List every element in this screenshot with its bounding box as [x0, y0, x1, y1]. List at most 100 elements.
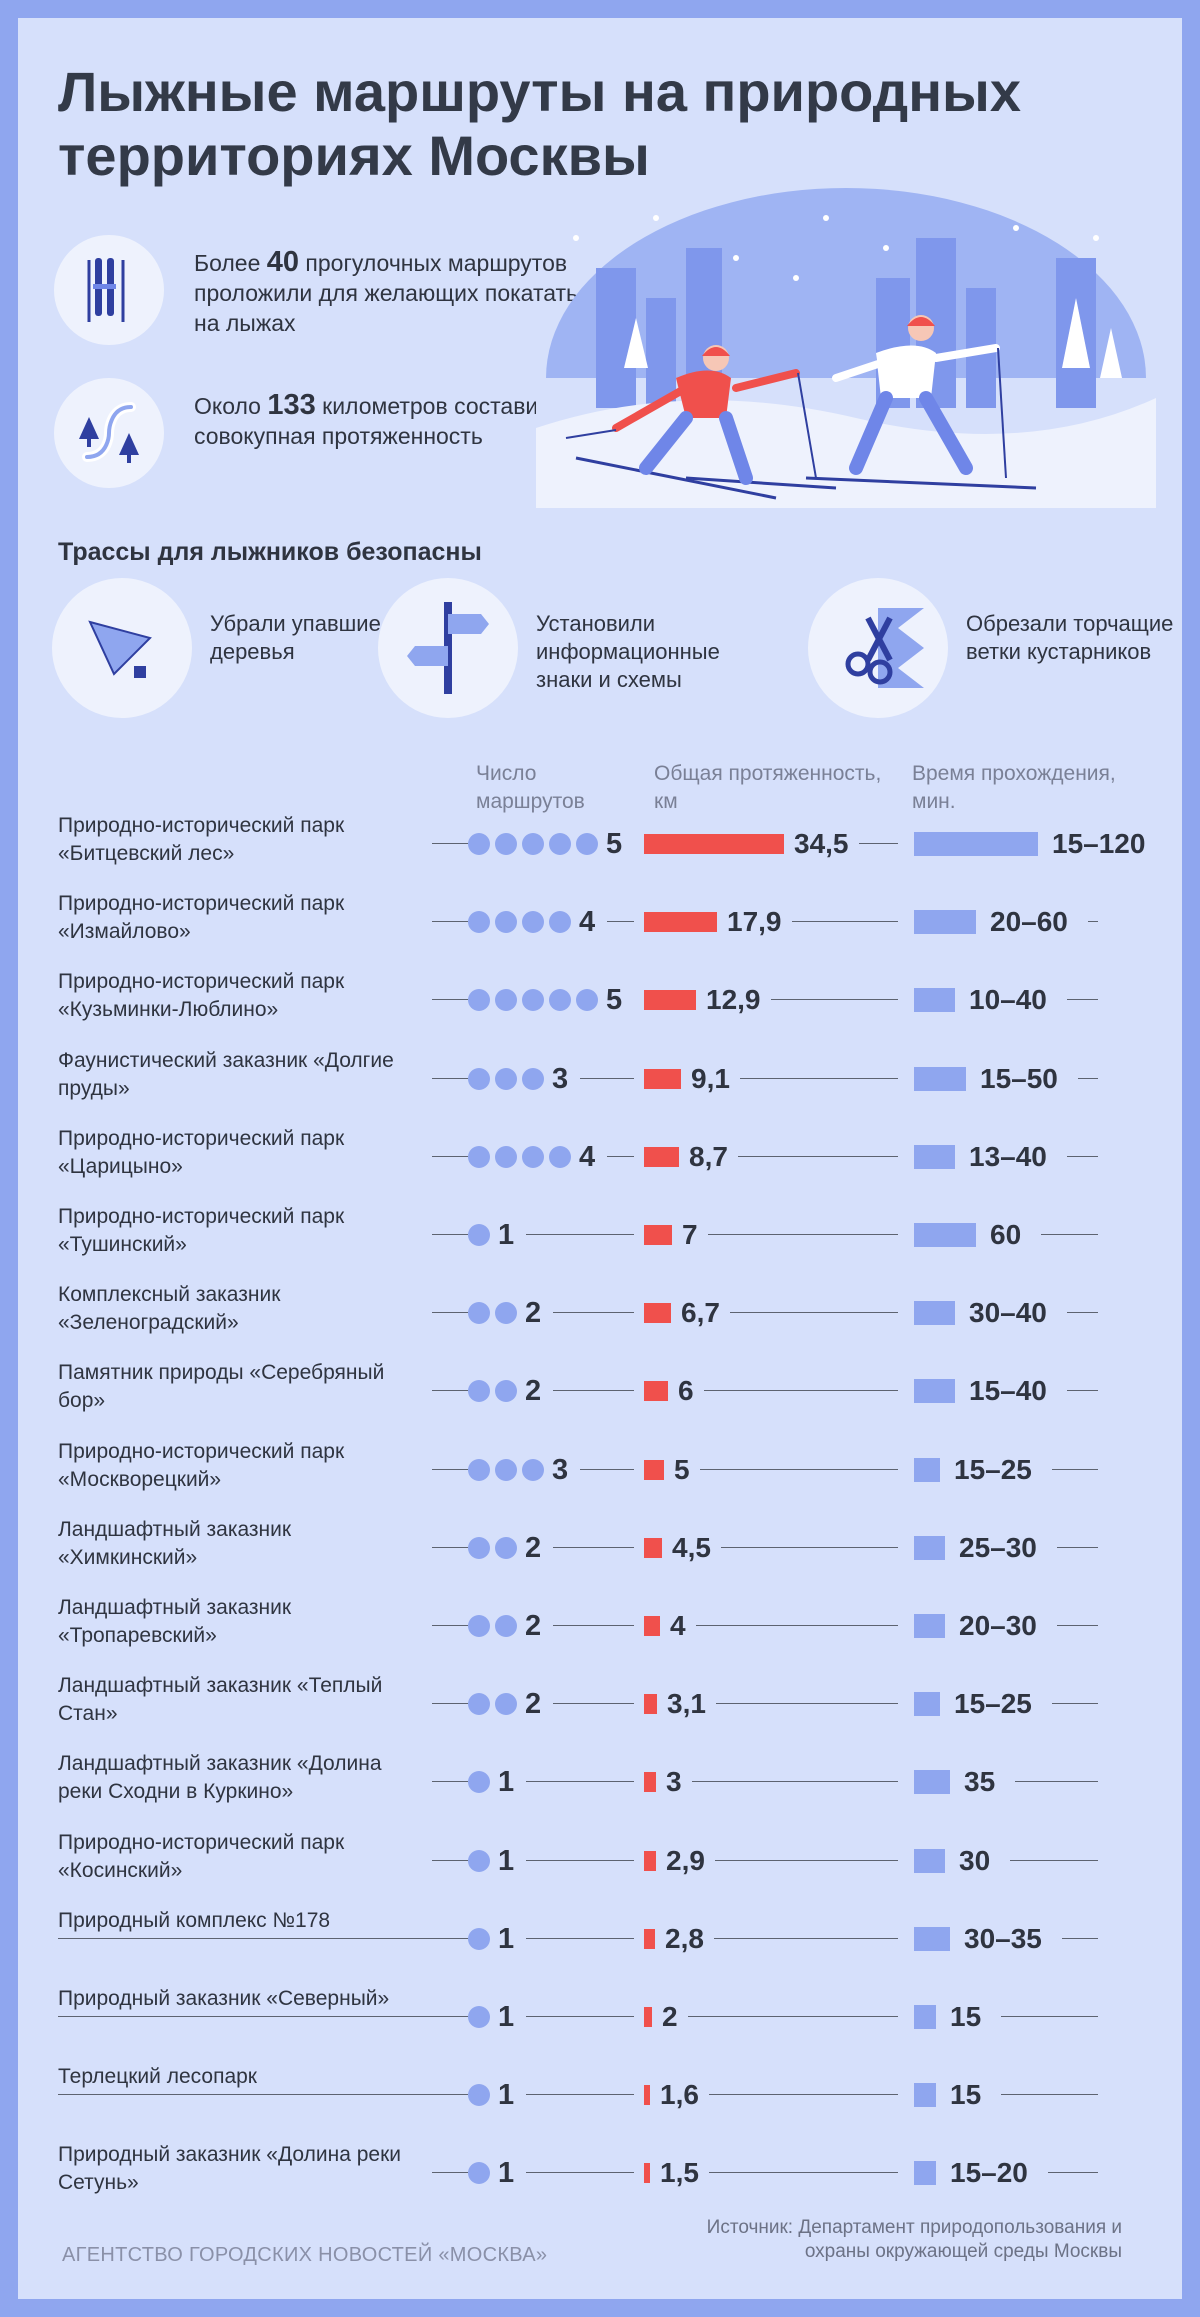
safety-text-signs: Установили информационные знаки и схемы: [536, 611, 720, 692]
route-dot: [468, 1067, 490, 1090]
route-dot: [549, 989, 571, 1012]
time-bar: [914, 1301, 955, 1326]
route-count-value: 3: [552, 1453, 569, 1486]
route-count-value: 1: [498, 1922, 515, 1955]
row-leader-line: [58, 1546, 1098, 1548]
route-count-value: 5: [606, 984, 623, 1017]
time-bar: [914, 1926, 950, 1951]
row-leader-line: [58, 1234, 1098, 1235]
time-bar: [914, 1223, 976, 1247]
row-name: Памятник природы «Серебряный бор»: [58, 1359, 432, 1416]
length-cell: 4: [634, 1612, 696, 1640]
time-cell: 15: [898, 2001, 1002, 2032]
route-dot: [522, 911, 544, 934]
time-cell: 25–30: [898, 1531, 1057, 1563]
route-dot: [468, 1302, 490, 1325]
time-cell: 60: [898, 1221, 1042, 1249]
row-name: Природно-исторический парк «Тушинский»: [58, 1203, 432, 1259]
time-bar: [914, 1770, 950, 1795]
length-bar: [644, 912, 717, 933]
row-name: Природный комплекс №178: [58, 1906, 345, 1935]
route-dot: [495, 1693, 517, 1716]
column-header-time: Время прохождения, мин.: [912, 762, 1116, 813]
length-value: 3: [666, 1766, 682, 1798]
length-cell: 7: [634, 1219, 708, 1250]
time-cell: 30: [898, 1844, 1011, 1876]
length-cell: 2,8: [634, 1924, 714, 1952]
table-row: Природно-исторический парк «Москворецкий…: [18, 1437, 1182, 1516]
row-leader-line: [58, 1390, 1098, 1392]
route-icon: [54, 378, 164, 488]
table-row: Природно-исторический парк «Тушинский» 1 7…: [18, 1203, 1182, 1281]
length-cell: 8,7: [634, 1142, 738, 1170]
route-dot: [468, 2006, 490, 2028]
row-leader-line: [58, 1859, 1098, 1861]
route-count-dots: 4: [468, 906, 608, 939]
time-bar: [914, 1457, 940, 1482]
time-value: 15–25: [954, 1453, 1032, 1485]
length-value: 2: [662, 2001, 678, 2032]
time-bar: [914, 1066, 966, 1091]
time-bar: [914, 1535, 945, 1560]
route-count-value: 4: [579, 906, 596, 939]
time-cell: 20–30: [898, 1610, 1057, 1641]
time-value: 30: [959, 1844, 991, 1876]
length-bar: [644, 1850, 656, 1871]
time-value: 15: [950, 2001, 982, 2032]
time-value: 15: [950, 2079, 982, 2111]
route-count-value: 3: [552, 1062, 569, 1095]
time-cell: 15–25: [898, 1453, 1052, 1485]
length-bar: [644, 1537, 662, 1558]
time-bar: [914, 1848, 945, 1873]
table-row: Природно-исторический парк «Косинский» 1 2…: [18, 1828, 1182, 1907]
time-cell: 35: [898, 1768, 1016, 1796]
route-count-dots: 1: [468, 2157, 527, 2190]
length-cell: 3,1: [634, 1690, 716, 1718]
row-name: Фаунистический заказник «Долгие пруды»: [58, 1046, 432, 1103]
length-cell: 3: [634, 1766, 692, 1798]
route-dot: [468, 1771, 490, 1794]
length-value: 12,9: [706, 984, 761, 1016]
route-count-dots: 1: [468, 1846, 527, 1875]
length-bar: [644, 1068, 681, 1089]
page-title: Лыжные маршруты на природных территориях…: [58, 60, 1021, 187]
route-count-dots: 2: [468, 1299, 554, 1328]
route-count-value: 1: [498, 2157, 515, 2190]
table-row: Терлецкий лесопарк 1 1,6 15: [18, 2063, 1182, 2141]
route-dot: [495, 1380, 517, 1403]
length-value: 5: [674, 1453, 690, 1485]
scissors-icon: [808, 578, 948, 718]
route-dot: [576, 989, 598, 1012]
route-count-dots: 1: [468, 1221, 527, 1250]
length-bar: [644, 2163, 650, 2184]
length-bar: [644, 2007, 652, 2027]
agency-credit: АГЕНТСТВО ГОРОДСКИХ НОВОСТЕЙ «МОСКВА»: [62, 2244, 548, 2266]
column-header-count: Число маршрутов: [476, 762, 585, 813]
time-cell: 15–20: [898, 2159, 1048, 2187]
time-cell: 10–40: [898, 986, 1067, 1014]
row-name: Терлецкий лесопарк: [58, 2063, 271, 2092]
row-name: Ландшафтный заказник «Долина реки Сходни…: [58, 1750, 432, 1807]
safety-text-trees: Убрали упавшие деревья: [210, 611, 381, 664]
length-cell: 4,5: [634, 1531, 721, 1563]
route-count-dots: 1: [468, 2081, 527, 2110]
row-name: Ландшафтный заказник «Химкинский»: [58, 1515, 432, 1572]
row-leader-line: [58, 1703, 1098, 1705]
length-cell: 6: [634, 1377, 704, 1405]
time-bar: [914, 2005, 936, 2029]
table-row: Комплексный заказник «Зеленоградский» 2 6,…: [18, 1281, 1182, 1359]
route-dot: [468, 911, 490, 934]
table-row: Фаунистический заказник «Долгие пруды» 3 9…: [18, 1046, 1182, 1125]
length-bar: [644, 1616, 660, 1636]
time-value: 25–30: [959, 1531, 1037, 1563]
route-dot: [468, 1145, 490, 1168]
length-bar: [644, 1381, 668, 1402]
time-bar: [914, 832, 1038, 856]
time-value: 20–30: [959, 1610, 1037, 1641]
row-leader-line: [58, 2172, 1098, 2174]
length-value: 4,5: [672, 1531, 711, 1563]
length-value: 17,9: [727, 906, 782, 938]
length-bar: [644, 990, 696, 1011]
length-value: 7: [682, 1219, 698, 1250]
route-dot: [468, 1849, 490, 1872]
